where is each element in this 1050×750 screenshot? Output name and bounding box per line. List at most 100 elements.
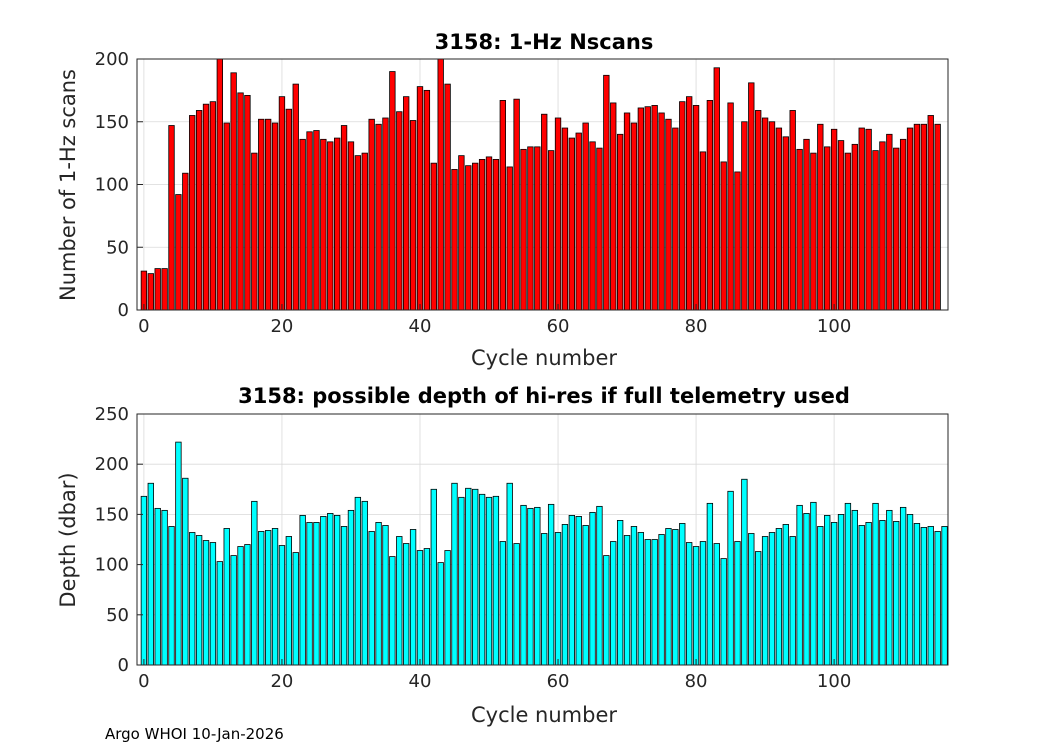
bar (879, 141, 886, 311)
bar (830, 522, 838, 666)
bar (416, 550, 424, 666)
x-axis-label: Cycle number (471, 346, 617, 370)
bar (817, 526, 824, 666)
y-axis-label: Depth (dbar) (56, 472, 80, 607)
bar (803, 512, 810, 666)
bar (630, 122, 638, 311)
bar (340, 526, 348, 666)
bar (306, 131, 313, 311)
bar (692, 546, 700, 666)
bar (582, 122, 589, 311)
bar (327, 141, 334, 311)
bar (195, 535, 203, 666)
y-axis-label: Number of 1-Hz scans (56, 69, 80, 301)
bar (575, 132, 582, 311)
bar (541, 533, 548, 666)
bar (313, 522, 320, 666)
bar (713, 67, 720, 311)
bar (865, 128, 872, 311)
bar (458, 155, 465, 311)
bar (299, 138, 306, 311)
bar (161, 509, 168, 666)
bar (258, 118, 265, 311)
bar (616, 520, 624, 666)
bar (582, 525, 589, 666)
bar (872, 502, 879, 666)
bar (920, 527, 928, 666)
bar (782, 136, 789, 311)
bar (658, 112, 665, 311)
bar (375, 123, 382, 311)
bar (782, 524, 789, 666)
bar (251, 152, 258, 311)
bar (175, 194, 182, 311)
bar (851, 143, 858, 311)
bar (561, 524, 569, 666)
bar (665, 118, 672, 311)
nscans-chart-panel: 3158: 1-Hz Nscans 0 20 40 60 80 100 0 50 100 150 2… (56, 30, 949, 370)
bar (679, 523, 686, 666)
bar (382, 117, 389, 311)
bar (244, 544, 251, 666)
bar (237, 92, 244, 311)
bar (644, 106, 651, 311)
bar (672, 127, 679, 311)
bar (285, 108, 293, 311)
bar (589, 511, 596, 666)
bar (637, 532, 645, 666)
bar (499, 541, 506, 666)
bar (817, 123, 824, 311)
bar (520, 504, 527, 666)
chart-title: 3158: 1-Hz Nscans (435, 30, 654, 54)
tick-labels: 0 20 40 60 80 100 0 50 100 150 200 (95, 49, 852, 337)
y-tick-label: 150 (95, 112, 129, 133)
bar (168, 526, 175, 666)
bar (748, 533, 755, 666)
bar (230, 555, 237, 666)
bar (886, 509, 893, 666)
bar (713, 543, 720, 666)
bar (423, 548, 431, 666)
bar (672, 529, 679, 666)
bar (292, 83, 299, 311)
bar (872, 150, 879, 311)
bar (623, 535, 631, 666)
bar (382, 525, 389, 666)
bar (451, 482, 458, 666)
bar (575, 516, 582, 666)
bar (761, 536, 769, 666)
bar (416, 86, 424, 311)
bar (347, 509, 355, 666)
bar (941, 526, 948, 666)
bar (437, 58, 444, 311)
y-tick-label: 0 (118, 300, 129, 321)
bar (154, 268, 161, 311)
tick-labels: 0 20 40 60 80 100 0 50 100 150 200 250 (95, 404, 852, 692)
bar (271, 528, 279, 666)
bar (237, 546, 244, 666)
bar (278, 545, 286, 666)
bar (451, 169, 458, 311)
bar (824, 515, 831, 666)
bar (727, 490, 734, 666)
bar (278, 96, 286, 311)
bar (803, 138, 810, 311)
bar (775, 127, 783, 311)
y-tick-label: 0 (118, 655, 129, 676)
bar (934, 123, 941, 311)
bar (458, 496, 465, 666)
bar (768, 532, 776, 666)
bar (506, 482, 513, 666)
bar (306, 522, 313, 666)
bar (472, 488, 479, 666)
bar-series (140, 58, 941, 311)
bar (630, 526, 638, 666)
bar (403, 543, 410, 666)
bar (251, 500, 258, 666)
bar (465, 165, 472, 311)
bar (893, 521, 900, 666)
y-tick-label: 100 (95, 175, 129, 196)
bar (547, 150, 555, 311)
bar (202, 540, 210, 666)
bar (513, 98, 520, 311)
